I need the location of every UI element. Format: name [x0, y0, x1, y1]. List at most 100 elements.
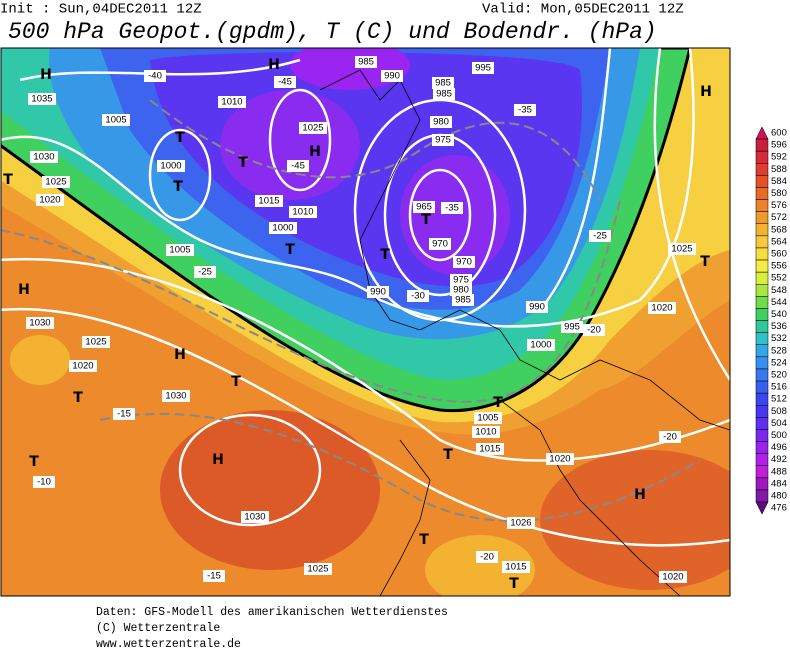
temperature-label: -25 — [198, 267, 212, 278]
label-box — [299, 122, 327, 134]
colorbar-cell — [755, 380, 769, 394]
label-box — [28, 93, 56, 105]
label-box — [113, 408, 135, 420]
label-box — [26, 317, 54, 329]
colorbar-label: 516 — [771, 382, 787, 393]
temperature-label: -45 — [291, 161, 305, 172]
isobar-label: 985 — [358, 57, 374, 68]
isobar-label: 1020 — [651, 303, 672, 314]
colorbar-cell — [755, 368, 769, 382]
pressure-center: H — [40, 67, 52, 83]
label-box — [102, 114, 130, 126]
colorbar-cell — [755, 235, 769, 249]
colorbar-label: 552 — [771, 273, 787, 284]
label-box — [527, 339, 555, 351]
label-box — [450, 274, 472, 286]
isobar-label: 1015 — [479, 444, 500, 455]
colorbar-label: 600 — [771, 128, 787, 139]
isobar-label: 1025 — [671, 244, 692, 255]
temperature-label: -40 — [148, 71, 162, 82]
isobar-label: 1030 — [33, 152, 54, 163]
isobar-label: 1025 — [302, 123, 323, 134]
valid-time: Valid: Mon,05DEC2011 12Z — [482, 2, 684, 18]
label-box — [144, 70, 166, 82]
label-box — [82, 336, 110, 348]
isobar-label: 1010 — [221, 97, 242, 108]
colorbar-label: 556 — [771, 261, 787, 272]
isobar-label: 1010 — [475, 427, 496, 438]
map-frame — [0, 47, 731, 597]
pressure-center: T — [421, 212, 431, 228]
colorbar-label: 520 — [771, 370, 787, 381]
pressure-center: H — [309, 144, 321, 160]
isobar-label: 985 — [455, 295, 471, 306]
colorbar-label: 500 — [771, 430, 787, 441]
label-box — [218, 96, 246, 108]
isobar-label: 990 — [384, 71, 400, 82]
label-box — [381, 70, 403, 82]
isobar-label: 980 — [433, 117, 449, 128]
pressure-center: T — [419, 532, 429, 548]
colorbar-label: 504 — [771, 418, 787, 429]
label-box — [162, 390, 190, 402]
isobar-label: 970 — [456, 257, 472, 268]
label-box — [472, 62, 494, 74]
temperature-label: -20 — [587, 325, 601, 336]
isobar-label: 965 — [416, 202, 432, 213]
colorbar-label: 512 — [771, 394, 787, 405]
colorbar-label: 560 — [771, 249, 787, 260]
isobar-label: 1030 — [29, 318, 50, 329]
colorbar-cell — [755, 211, 769, 224]
colorbar-cell — [755, 417, 769, 430]
colorbar-cell — [755, 405, 769, 418]
footer-line: Daten: GFS-Modell des amerikanischen Wet… — [96, 606, 448, 619]
label-box — [274, 76, 296, 88]
colorbar-cell — [755, 138, 769, 152]
pressure-center: H — [174, 347, 186, 363]
isobar-label: 1025 — [307, 564, 328, 575]
label-box — [429, 238, 451, 250]
label-box — [355, 56, 377, 68]
colorbar-cell — [755, 332, 769, 345]
colorbar-cell — [755, 175, 769, 188]
pressure-center: T — [285, 242, 295, 258]
colorbar-label: 496 — [771, 442, 787, 453]
label-box — [514, 104, 536, 116]
isobar-label: 1020 — [72, 361, 93, 372]
colorbar-cell — [755, 150, 769, 164]
colorbar-label: 524 — [771, 357, 787, 368]
isobar-label: 1000 — [530, 340, 551, 351]
colorbar-label: 596 — [771, 140, 787, 151]
colorbar-label: 536 — [771, 321, 787, 332]
label-box — [69, 360, 97, 372]
label-box — [269, 222, 297, 234]
colorbar-cell — [755, 271, 769, 285]
pressure-center: T — [3, 172, 13, 188]
colorbar-cell — [755, 392, 769, 406]
label-box — [407, 290, 429, 302]
colorbar-cap — [755, 126, 769, 140]
colorbar-label: 488 — [771, 466, 787, 477]
pressure-center: H — [700, 84, 712, 100]
isobar-label: 1025 — [45, 177, 66, 188]
isobar-label: 995 — [475, 63, 491, 74]
map-title: 500 hPa Geopot.(gpdm), T (C) und Bodendr… — [8, 19, 657, 45]
pressure-center: T — [380, 247, 390, 263]
pressure-center: H — [268, 57, 280, 73]
footer-line: www.wetterzentrale.de — [96, 638, 241, 648]
colorbar-label: 588 — [771, 164, 787, 175]
colorbar-cell — [755, 163, 769, 176]
colorbar-cell — [755, 199, 769, 212]
isobar-label: 990 — [529, 302, 545, 313]
isobar-label: 1030 — [165, 391, 186, 402]
colorbar-label: 548 — [771, 285, 787, 296]
label-box — [430, 116, 452, 128]
label-box — [30, 151, 58, 163]
isobar-label: 990 — [370, 287, 386, 298]
colorbar-cell — [755, 308, 769, 321]
label-box — [157, 160, 185, 172]
pressure-center: H — [212, 452, 224, 468]
colorbar-cell — [755, 247, 769, 261]
isobar-label: 1020 — [39, 195, 60, 206]
pressure-center: T — [443, 447, 453, 463]
